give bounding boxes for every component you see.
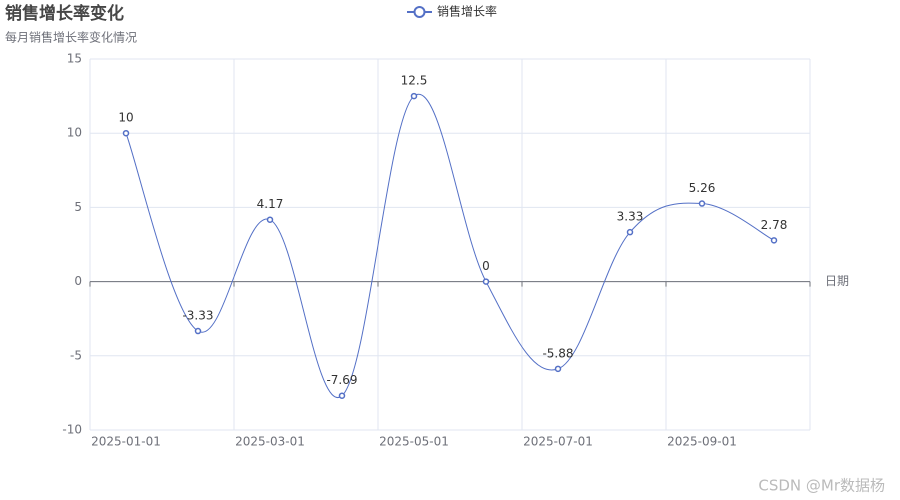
y-tick-label: 10: [67, 126, 82, 140]
point: [122, 129, 130, 137]
y-tick-label: -5: [70, 348, 82, 362]
point: [410, 92, 418, 100]
y-tick-label: 15: [67, 52, 82, 66]
point: [482, 278, 490, 285]
y-tick-label: -10: [62, 423, 82, 437]
x-tick-label: 2025-03-01: [235, 435, 305, 449]
data-label: 4.17: [257, 197, 284, 211]
data-label: -3.33: [182, 309, 213, 323]
point: [626, 228, 634, 236]
data-label: 12.5: [401, 74, 428, 88]
y-tick-label: 5: [74, 200, 82, 214]
chart-subtitle: 每月销售增长率变化情况: [5, 30, 137, 45]
point: [194, 327, 202, 335]
data-label: 10: [118, 111, 133, 125]
data-label: -5.88: [542, 346, 573, 360]
data-label: 2.78: [761, 218, 788, 232]
x-axis-label: 日期: [825, 274, 849, 288]
data-label: 5.26: [689, 181, 716, 195]
point: [266, 216, 274, 223]
point: [554, 365, 562, 373]
data-label: -7.69: [326, 373, 357, 387]
legend-marker: [413, 6, 426, 18]
watermark: CSDN @Mr数据杨: [758, 477, 885, 495]
data-label: 3.33: [617, 210, 644, 224]
legend-label: 销售增长率: [437, 4, 497, 19]
x-tick-label: 2025-09-01: [667, 435, 737, 449]
line: [125, 93, 775, 399]
point: [698, 200, 706, 207]
y-tick-label: 0: [74, 274, 82, 288]
point: [338, 392, 346, 399]
x-tick-label: 2025-07-01: [523, 435, 593, 449]
point: [770, 237, 778, 244]
data-label: 0: [482, 259, 490, 273]
x-tick-label: 2025-05-01: [379, 435, 449, 449]
x-tick-label: 2025-01-01: [91, 435, 161, 449]
chart-title: 销售增长率变化: [5, 3, 124, 24]
